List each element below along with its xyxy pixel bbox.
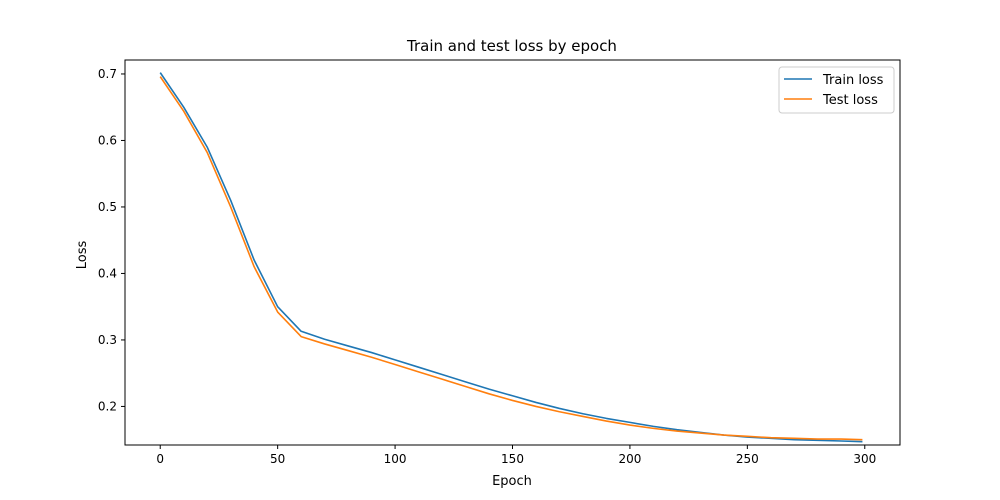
legend-label: Train loss — [822, 73, 884, 88]
series-layer — [159, 72, 863, 443]
y-tick-label: 0.2 — [98, 399, 117, 413]
y-tick-label: 0.6 — [98, 133, 117, 147]
x-axis-ticks: 0 50 100 150 200 250 300 — [156, 445, 876, 466]
x-tick-label: 0 — [156, 452, 164, 466]
y-axis-ticks: 0.2 0.3 0.4 0.5 0.6 0.7 — [98, 67, 125, 413]
x-tick-label: 200 — [618, 452, 641, 466]
chart-title: Train and test loss by epoch — [406, 37, 617, 55]
x-tick-label: 300 — [853, 452, 876, 466]
y-tick-label: 0.4 — [98, 266, 117, 280]
x-tick-label: 150 — [501, 452, 524, 466]
legend-label: Test loss — [822, 93, 878, 108]
x-tick-label: 100 — [384, 452, 407, 466]
x-axis-label: Epoch — [492, 474, 532, 489]
x-tick-label: 250 — [736, 452, 759, 466]
x-tick-label: 50 — [270, 452, 285, 466]
y-tick-label: 0.3 — [98, 333, 117, 347]
legend: Train loss Test loss — [778, 66, 895, 114]
axes-frame — [124, 59, 901, 446]
series-line-test-loss — [159, 76, 863, 441]
y-tick-label: 0.5 — [98, 200, 117, 214]
y-axis-label: Loss — [75, 241, 90, 270]
plot-area — [124, 59, 901, 446]
y-tick-label: 0.7 — [98, 67, 117, 81]
series-line-train-loss — [159, 72, 863, 443]
